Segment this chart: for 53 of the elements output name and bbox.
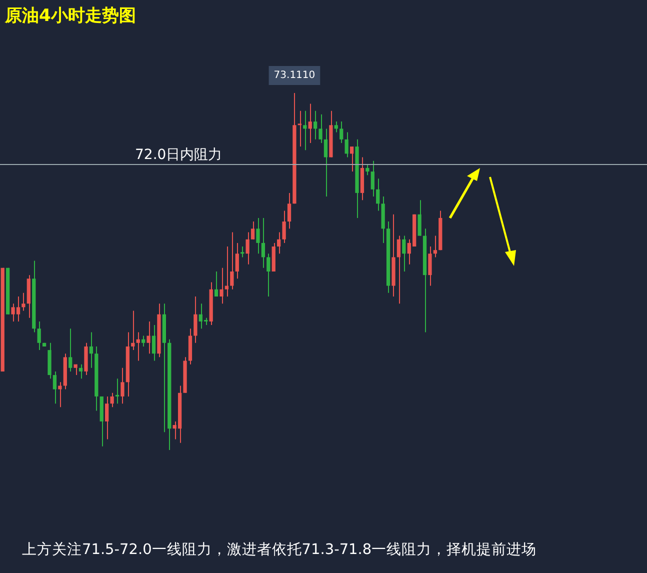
- candlestick: [340, 121, 344, 144]
- candlestick: [402, 235, 406, 272]
- candlestick: [428, 246, 432, 286]
- candlestick: [256, 217, 260, 254]
- candlestick: [324, 128, 328, 198]
- chart-title: 原油4小时走势图: [5, 5, 136, 27]
- candlestick: [313, 110, 318, 140]
- candlestick: [240, 246, 244, 258]
- candlestick: [58, 382, 62, 408]
- candlestick: [105, 396, 109, 440]
- candlestick: [78, 364, 83, 380]
- candlestick: [68, 328, 72, 372]
- candlestick: [230, 232, 234, 290]
- candlestick: [146, 320, 150, 354]
- candlestick: [298, 110, 302, 148]
- candlestick: [250, 221, 255, 240]
- ref-line-label: 72.0日内阻力: [135, 147, 222, 164]
- candlestick: [52, 370, 57, 404]
- candlestick: [115, 378, 120, 404]
- candlestick: [303, 110, 307, 151]
- candlestick: [194, 296, 198, 344]
- candlestick: [344, 132, 348, 158]
- candlestick: [334, 121, 338, 133]
- candlestick: [152, 324, 156, 362]
- candlestick: [235, 242, 239, 280]
- candlestick: [370, 160, 374, 198]
- candlestick: [418, 200, 422, 236]
- candlestick: [318, 114, 322, 144]
- candlestick: [266, 253, 270, 297]
- candlestick: [224, 246, 229, 297]
- candlestick: [433, 235, 438, 258]
- candlestick: [136, 332, 140, 362]
- candlestick: [396, 235, 401, 304]
- candlestick: [376, 178, 380, 212]
- candlestick: [366, 164, 370, 176]
- text: 上方关注71.5-72.0一线阻力，激进者依托71.3-71.8一线阻力，择机提前进场: [22, 540, 537, 559]
- candlestick: [308, 103, 312, 144]
- candlestick: [287, 192, 292, 230]
- candlestick: [282, 210, 286, 244]
- candlestick: [120, 367, 124, 404]
- candlestick: [261, 217, 266, 268]
- candlestick: [350, 146, 354, 172]
- candlestick: [142, 335, 146, 347]
- candlestick: [22, 292, 26, 312]
- candlestick: [220, 267, 224, 304]
- candlestick: [37, 320, 41, 351]
- candlestick: [246, 232, 250, 265]
- candlestick: [110, 392, 114, 408]
- candlestick: [89, 332, 94, 368]
- candlestick: [277, 232, 281, 254]
- annotation: 73.1110: [274, 70, 316, 82]
- candlestick: [214, 271, 218, 297]
- candlestick: [131, 310, 135, 351]
